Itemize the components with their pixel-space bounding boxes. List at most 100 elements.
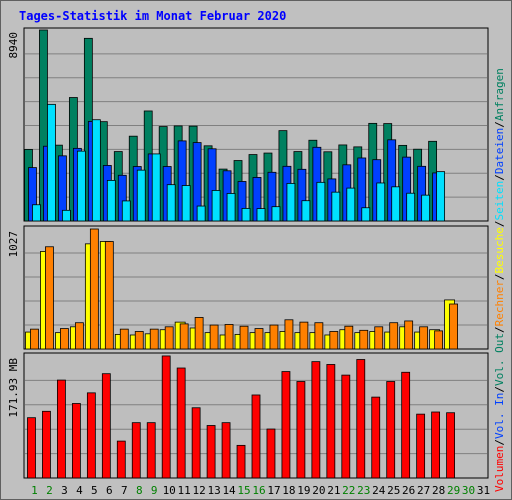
x-tick-label-4: 4 [76, 484, 83, 497]
bar-volumen-day-4 [71, 403, 81, 479]
bar-seiten-day-14 [226, 193, 236, 222]
legend-entry-seiten: Seiten [493, 181, 506, 221]
bar-rechner-day-8 [134, 331, 144, 350]
bar-rechner-day-9 [149, 328, 159, 350]
x-tick-label-6: 6 [106, 484, 113, 497]
x-tick-label-25: 25 [387, 484, 400, 497]
bar-seiten-day-22 [346, 187, 356, 222]
bar-rechner-day-23 [359, 329, 369, 350]
bar-volumen-day-21 [326, 364, 336, 479]
bar-volumen-day-26 [401, 371, 411, 479]
bar-rechner-day-20 [314, 322, 324, 350]
bar-volumen-day-23 [356, 359, 366, 479]
x-tick-label-11: 11 [178, 484, 191, 497]
bar-rechner-day-1 [30, 328, 39, 350]
bar-volumen-day-8 [131, 422, 141, 479]
bar-volumen-day-24 [371, 396, 381, 479]
bar-rechner-day-17 [269, 324, 279, 350]
legend-separator: / [493, 174, 506, 181]
x-tick-label-12: 12 [193, 484, 206, 497]
bar-volumen-day-25 [386, 381, 396, 479]
bar-seiten-day-8 [136, 169, 146, 222]
x-tick-label-27: 27 [417, 484, 430, 497]
x-tick-label-29: 29 [447, 484, 460, 497]
bar-rechner-day-6 [104, 241, 114, 350]
legend-entry-vol-out: Vol. Out [493, 333, 506, 386]
bar-seiten-day-25 [391, 186, 401, 222]
x-tick-label-14: 14 [222, 484, 236, 497]
bar-rechner-day-15 [239, 325, 249, 350]
legend-separator: / [493, 220, 506, 227]
bar-seiten-day-21 [331, 191, 341, 222]
bar-volumen-day-16 [251, 394, 261, 479]
x-tick-label-3: 3 [61, 484, 68, 497]
bar-volumen-day-3 [57, 379, 66, 479]
legend-entry-dateien: Dateien [493, 128, 506, 174]
bar-rechner-day-2 [45, 246, 54, 350]
bar-seiten-day-11 [181, 185, 191, 222]
panel-top-max-label: 8940 [7, 32, 20, 59]
bar-rechner-day-16 [254, 328, 264, 350]
bar-seiten-day-17 [271, 206, 281, 222]
bar-seiten-day-15 [241, 207, 251, 222]
bar-rechner-day-10 [164, 326, 174, 350]
legend-separator: / [493, 439, 506, 446]
x-tick-label-19: 19 [297, 484, 310, 497]
bar-volumen-day-6 [101, 373, 111, 479]
bar-seiten-day-2 [47, 103, 56, 222]
bar-seiten-day-28 [436, 171, 446, 222]
bar-rechner-day-12 [194, 317, 204, 350]
x-axis-labels: 1 2 3 4 5 6 7 8 9 10 11 12 13 14 15 16 17 18 19 20 21 22 23 24 2… [31, 484, 490, 497]
legend-separator: / [493, 121, 506, 128]
bar-volumen-day-10 [161, 355, 171, 479]
bar-seiten-day-7 [121, 200, 131, 222]
legend-entry-anfragen: Anfragen [493, 68, 506, 121]
chart-panel-bottom: 171.93 MB [7, 352, 489, 479]
bar-volumen-day-22 [341, 374, 351, 479]
bar-rechner-day-28 [434, 330, 444, 350]
x-tick-label-26: 26 [402, 484, 415, 497]
x-tick-label-8: 8 [136, 484, 143, 497]
bar-rechner-day-26 [404, 320, 414, 350]
x-tick-label-31: 31 [477, 484, 490, 497]
bar-volumen-day-17 [266, 428, 276, 479]
right-legend: Volumen/Vol. In/Vol. Out/Rechner/Besuche… [493, 68, 506, 492]
bar-rechner-day-29 [449, 303, 458, 350]
bar-rechner-day-14 [224, 324, 234, 350]
bar-seiten-day-19 [301, 200, 311, 222]
bar-volumen-day-20 [311, 361, 321, 479]
x-tick-label-13: 13 [207, 484, 220, 497]
bar-volumen-day-27 [416, 413, 426, 479]
x-tick-label-10: 10 [163, 484, 176, 497]
x-tick-label-2: 2 [46, 484, 53, 497]
bar-volumen-day-19 [296, 381, 306, 479]
bar-volumen-day-1 [27, 417, 36, 479]
bar-seiten-day-12 [196, 205, 206, 222]
right-legend-text: Volumen/Vol. In/Vol. Out/Rechner/Besuche… [493, 68, 506, 492]
x-tick-label-23: 23 [357, 484, 370, 497]
bar-volumen-day-5 [86, 392, 96, 479]
bar-rechner-day-25 [389, 322, 399, 350]
bar-seiten-day-24 [376, 182, 386, 222]
bar-volumen-day-2 [42, 410, 51, 479]
x-tick-label-16: 16 [252, 484, 265, 497]
x-tick-label-18: 18 [282, 484, 295, 497]
legend-entry-rechner: Rechner [493, 280, 506, 327]
bar-volumen-day-9 [146, 422, 156, 479]
bar-volumen-day-12 [191, 407, 201, 479]
x-tick-label-9: 9 [151, 484, 158, 497]
bar-rechner-day-27 [419, 326, 429, 350]
bar-rechner-day-13 [209, 324, 219, 350]
bar-rechner-day-18 [284, 319, 294, 350]
x-tick-label-24: 24 [372, 484, 386, 497]
bar-volumen-day-28 [431, 411, 441, 479]
chart-panel-top: 8940 [7, 27, 489, 222]
legend-entry-besuche: Besuche [493, 227, 506, 273]
legend-separator: / [493, 326, 506, 333]
bar-seiten-day-5 [91, 119, 101, 222]
bar-seiten-day-18 [286, 182, 296, 222]
bar-volumen-day-7 [116, 440, 126, 479]
bar-volumen-day-15 [236, 444, 246, 479]
